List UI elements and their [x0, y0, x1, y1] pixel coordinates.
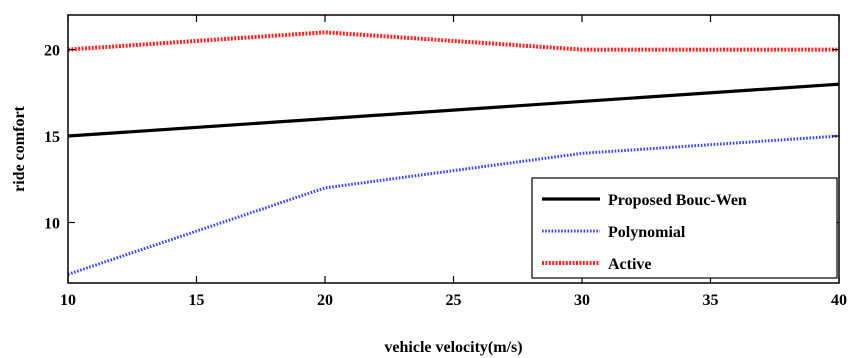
x-tick-label: 40	[831, 292, 847, 309]
x-axis-label: vehicle velocity(m/s)	[384, 339, 522, 356]
x-tick-label: 15	[189, 292, 205, 309]
series-line-polynomial	[67, 134, 840, 276]
y-tick-label: 15	[44, 129, 60, 146]
x-tick-label: 10	[60, 292, 76, 309]
y-axis-label: ride comfort	[11, 105, 28, 191]
x-tick-label: 20	[317, 292, 333, 309]
y-tick-label: 20	[44, 43, 60, 60]
series-line-active	[67, 30, 839, 52]
legend-label: Active	[608, 256, 652, 273]
legend-label: Polynomial	[608, 224, 686, 241]
legend-label: Proposed Bouc-Wen	[608, 192, 747, 209]
x-tick-label: 30	[574, 292, 590, 309]
y-tick-label: 10	[44, 215, 60, 232]
x-tick-label: 35	[703, 292, 719, 309]
legend: Proposed Bouc-Wen Polynomial Active	[531, 177, 838, 279]
series-line-proposed-bouc-wen	[67, 82, 840, 138]
x-tick-label: 25	[446, 292, 462, 309]
